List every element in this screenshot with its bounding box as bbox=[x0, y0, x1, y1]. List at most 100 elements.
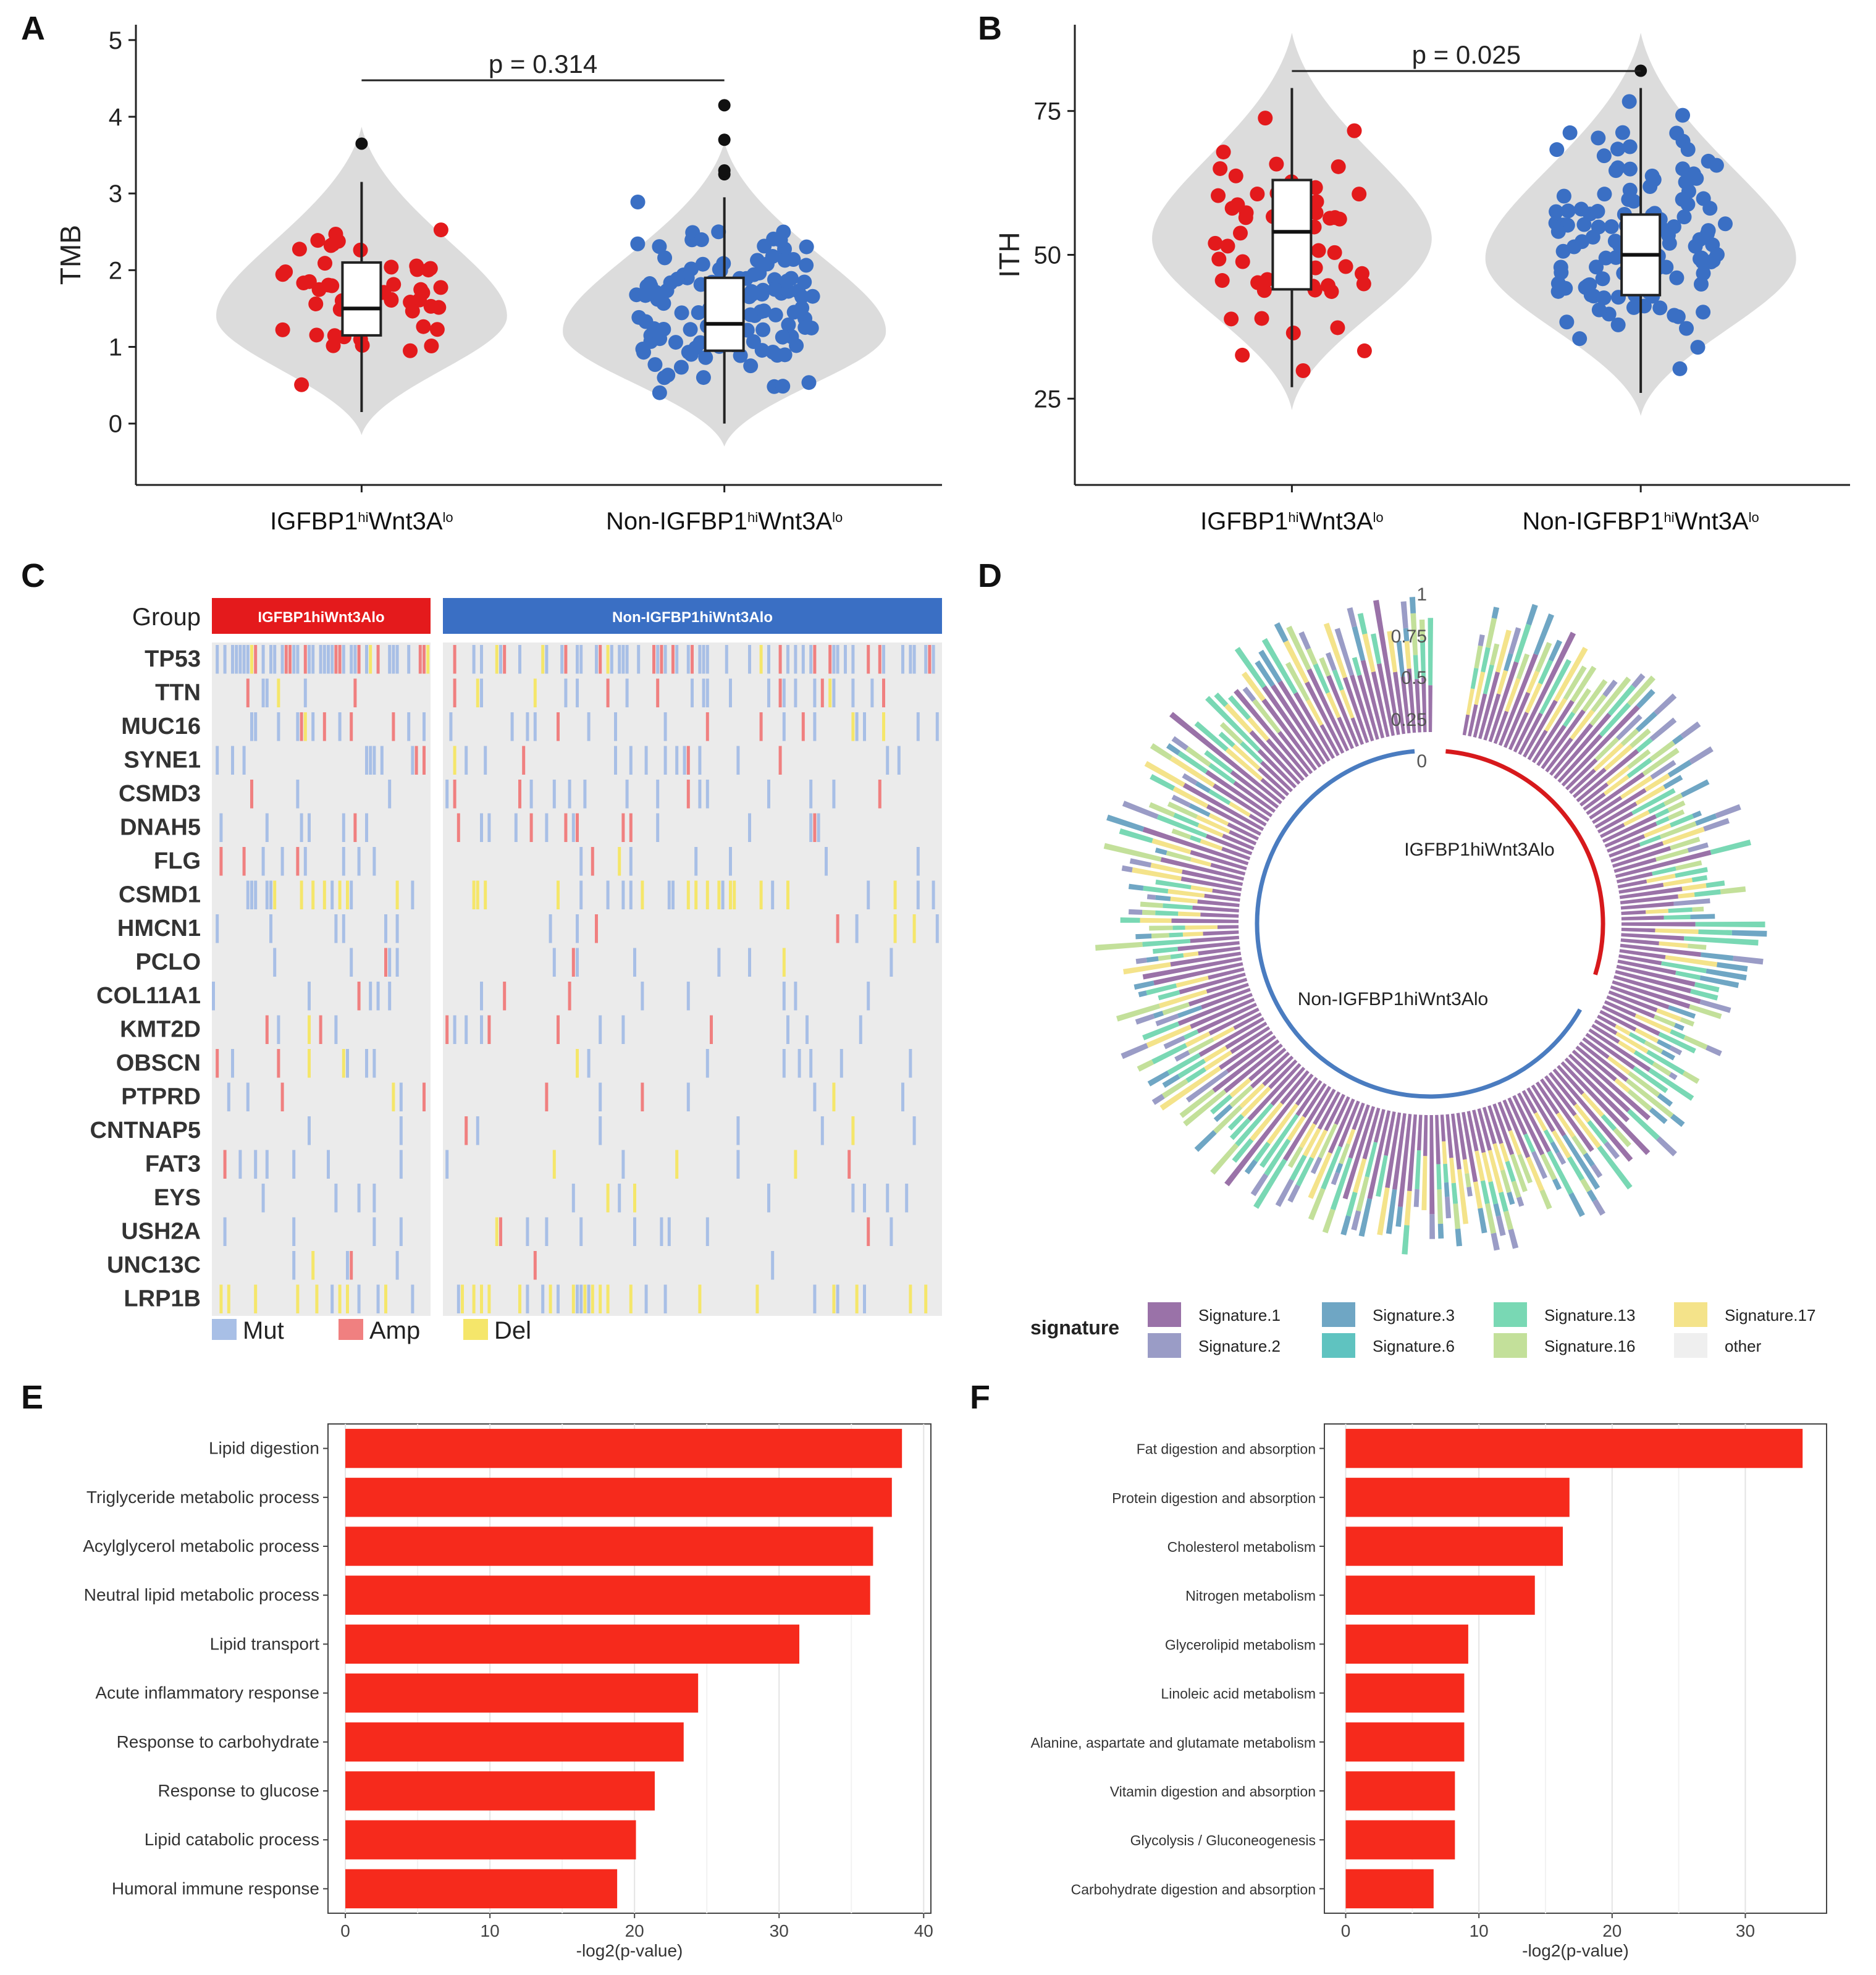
signature-bar-segment bbox=[1436, 1164, 1442, 1190]
data-point bbox=[1324, 284, 1339, 299]
signature-bar-segment bbox=[1192, 905, 1239, 912]
data-point bbox=[1550, 224, 1566, 239]
mutation-cell bbox=[288, 645, 292, 674]
category-label: Alanine, aspartate and glutamate metabol… bbox=[1030, 1735, 1316, 1751]
mutation-cell bbox=[629, 746, 633, 775]
mutation-cell bbox=[411, 1284, 414, 1313]
mutation-cell bbox=[456, 1284, 460, 1313]
mutation-cell bbox=[380, 746, 384, 775]
signature-bar-segment bbox=[1122, 801, 1159, 819]
mutation-cell bbox=[851, 645, 855, 674]
signature-bar-segment bbox=[1205, 770, 1273, 818]
mutation-cell bbox=[595, 914, 598, 943]
mutation-cell bbox=[216, 746, 219, 775]
signature-bar-segment bbox=[1197, 899, 1240, 907]
y-tick-label: 25 bbox=[1034, 385, 1062, 413]
category-label: Neutral lipid metabolic process bbox=[84, 1585, 319, 1604]
signature-bar-segment bbox=[1326, 692, 1341, 718]
signature-bar-segment bbox=[1482, 1106, 1497, 1145]
signature-bar-segment bbox=[1663, 877, 1693, 887]
signature-bar-segment bbox=[1531, 1084, 1567, 1137]
signature-bar-segment bbox=[1710, 839, 1751, 855]
signature-bar-segment bbox=[1177, 941, 1240, 951]
mutation-cell bbox=[644, 1284, 648, 1313]
signature-bar-segment bbox=[1217, 925, 1239, 929]
mutation-cell bbox=[675, 746, 679, 775]
signature-bar-segment bbox=[1487, 1150, 1504, 1194]
signature-bar-segment bbox=[1158, 989, 1208, 1009]
mutation-cell bbox=[767, 780, 770, 809]
data-point bbox=[310, 233, 326, 248]
signature-bar-segment bbox=[1407, 668, 1416, 733]
data-point bbox=[1560, 203, 1576, 219]
mutation-cell bbox=[794, 1150, 797, 1179]
signature-bar-segment bbox=[1208, 967, 1245, 980]
data-point bbox=[1700, 226, 1715, 242]
signature-bar-segment bbox=[1680, 721, 1701, 739]
mutation-cell bbox=[269, 645, 272, 674]
signature-bar-segment bbox=[1548, 1072, 1577, 1106]
mutation-cell bbox=[529, 780, 533, 809]
mutation-cell bbox=[250, 780, 253, 809]
mutation-cell bbox=[219, 813, 223, 842]
mutation-cell bbox=[890, 1217, 893, 1246]
legend-swatch bbox=[339, 1319, 363, 1340]
signature-bar-segment bbox=[1342, 676, 1369, 743]
mutation-cell bbox=[579, 847, 583, 876]
signature-bar-segment bbox=[1150, 862, 1183, 874]
signature-bar-segment bbox=[1668, 1005, 1696, 1019]
mutation-cell bbox=[357, 1184, 361, 1213]
signature-bar-segment bbox=[1198, 946, 1240, 956]
signature-bar-segment bbox=[1620, 943, 1701, 958]
signature-bar-segment bbox=[1538, 659, 1554, 684]
signature-bar-segment bbox=[1232, 1138, 1254, 1163]
mutation-cell bbox=[909, 645, 912, 674]
signature-bar-segment bbox=[1655, 816, 1670, 826]
mutation-cell bbox=[384, 914, 387, 943]
signature-bar-segment bbox=[1188, 803, 1211, 817]
signature-bar-segment bbox=[1258, 649, 1282, 683]
mutation-cell bbox=[912, 1116, 916, 1145]
signature-bar-segment bbox=[1362, 1107, 1381, 1160]
mutation-cell bbox=[794, 678, 797, 707]
data-point bbox=[275, 322, 290, 337]
data-point bbox=[433, 222, 448, 238]
mutation-cell bbox=[296, 712, 300, 741]
data-point bbox=[637, 288, 653, 303]
data-point bbox=[1550, 276, 1566, 291]
mutation-cell bbox=[618, 1184, 621, 1213]
signature-bar-segment bbox=[1550, 1141, 1560, 1154]
mutation-cell bbox=[878, 780, 881, 809]
signature-bar-segment bbox=[1321, 1145, 1342, 1190]
signature-bar-segment bbox=[1615, 849, 1712, 878]
signature-bar-segment bbox=[1226, 1035, 1277, 1074]
x-category-label-mid: Wnt3A bbox=[369, 508, 443, 535]
signature-bar-segment bbox=[1179, 1089, 1216, 1118]
mutation-cell bbox=[568, 780, 571, 809]
mutation-cell bbox=[423, 712, 426, 741]
data-point bbox=[1556, 188, 1571, 204]
mutation-cell bbox=[832, 1284, 836, 1313]
signature-bar-segment bbox=[1639, 835, 1662, 847]
signature-bar-segment bbox=[1250, 1051, 1290, 1089]
signature-bar-segment bbox=[1473, 1181, 1483, 1209]
mutation-cell bbox=[905, 1184, 909, 1213]
mutation-cell bbox=[376, 982, 380, 1011]
data-point bbox=[1220, 238, 1235, 254]
data-point bbox=[1260, 272, 1275, 287]
signature-bar-segment bbox=[1268, 1059, 1298, 1090]
mutation-cell bbox=[813, 645, 817, 674]
data-point bbox=[694, 232, 709, 248]
signature-bar-segment bbox=[1357, 613, 1368, 635]
mutation-cell bbox=[292, 645, 296, 674]
signature-bar-segment bbox=[1585, 1032, 1635, 1070]
signature-bar-segment bbox=[1591, 1024, 1620, 1044]
data-point bbox=[660, 368, 676, 383]
signature-bar-segment bbox=[1699, 999, 1731, 1013]
signature-bar-segment bbox=[1608, 990, 1658, 1013]
mutation-cell bbox=[576, 678, 579, 707]
mutation-cell bbox=[817, 813, 820, 842]
data-point bbox=[673, 360, 689, 375]
mutation-cell bbox=[683, 746, 686, 775]
data-point bbox=[384, 259, 399, 275]
